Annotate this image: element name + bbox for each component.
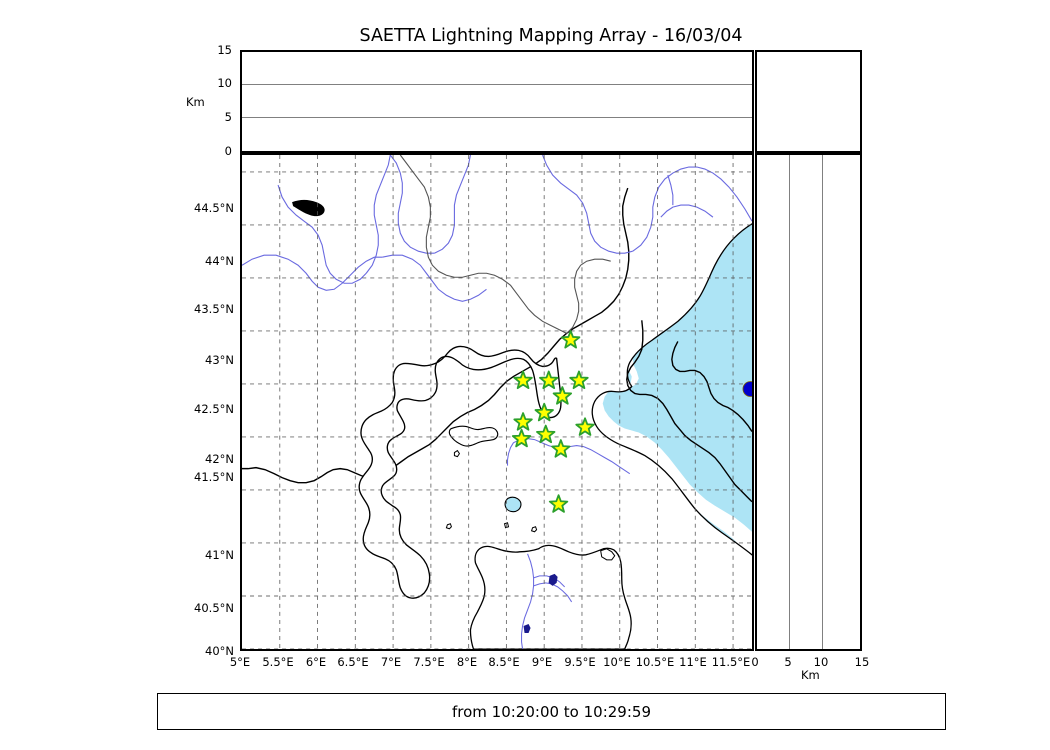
lon-tick-8-5: 8.5°E <box>488 655 520 669</box>
alt-tick-5: 5 <box>224 110 232 124</box>
island-elba <box>448 425 499 447</box>
source-markers-layer <box>742 381 752 397</box>
station-marker-9 <box>511 428 532 448</box>
map-gridlines <box>242 155 752 649</box>
page-title: SAETTA Lightning Mapping Array - 16/03/0… <box>359 26 743 46</box>
station-marker-4 <box>569 370 589 390</box>
station-marker-5 <box>552 386 573 405</box>
lon-tick-6: 6°E <box>305 655 327 669</box>
lat-tick-41: 41°N <box>205 548 234 562</box>
lat-tick-43-5: 43.5°N <box>194 302 234 316</box>
coastline-riviera <box>242 187 630 484</box>
island-pianosa <box>445 523 452 530</box>
island-capraia <box>453 449 461 458</box>
range-vs-latitude-panel[interactable] <box>755 153 862 651</box>
coastline-argentario <box>504 496 522 513</box>
lat-tick-41-5: 41.5°N <box>194 470 234 484</box>
station-marker-3 <box>539 370 559 390</box>
sardinia-ne-detail <box>600 548 616 561</box>
rivers <box>242 155 752 302</box>
status-bar-text: from 10:20:00 to 10:29:59 <box>451 702 651 721</box>
sardinia-outline <box>469 544 632 649</box>
source-marker-1 <box>742 381 752 397</box>
coast-lagoon <box>292 199 325 217</box>
lon-tick-7-5: 7.5°E <box>413 655 445 669</box>
range-tick-15: 15 <box>854 655 870 669</box>
sardinia-lake-2 <box>523 623 531 633</box>
lon-tick-8: 8°E <box>456 655 478 669</box>
lat-tick-42-5: 42.5°N <box>194 402 234 416</box>
lon-tick-7: 7°E <box>380 655 402 669</box>
range-tick-10: 10 <box>813 655 829 669</box>
map-canvas <box>242 155 752 649</box>
lon-tick-9: 9°E <box>531 655 553 669</box>
corsica-rivers <box>506 438 631 475</box>
station-marker-10 <box>536 424 556 444</box>
lat-tick-44: 44°N <box>205 254 234 268</box>
lon-tick-6-5: 6.5°E <box>337 655 369 669</box>
lat-tick-43: 43°N <box>205 353 234 367</box>
borders <box>399 155 611 334</box>
alt-tick-0: 0 <box>224 144 232 158</box>
lat-tick-40: 40°N <box>205 644 234 658</box>
alt-tick-15: 15 <box>217 43 232 57</box>
lon-tick-9-5: 9.5°E <box>564 655 596 669</box>
map-panel[interactable] <box>240 153 754 651</box>
station-marker-1 <box>560 330 581 349</box>
alt-tick-10: 10 <box>217 76 232 90</box>
range-axis-label: Km <box>801 668 820 682</box>
station-marker-2 <box>513 370 533 390</box>
range-tick-0: 0 <box>751 655 759 669</box>
station-marker-6 <box>513 412 533 431</box>
station-markers-layer <box>511 330 595 513</box>
coastline-italy-west <box>626 320 752 503</box>
range-tick-5: 5 <box>784 655 792 669</box>
lat-tick-40-5: 40.5°N <box>194 601 234 615</box>
lon-tick-5: 5°E <box>229 655 251 669</box>
gridline-alt-10 <box>242 84 752 86</box>
gridline-range-5 <box>789 155 791 649</box>
lon-tick-5-5: 5.5°E <box>262 655 294 669</box>
lon-tick-10-5: 10.5°E <box>635 655 675 669</box>
corsica <box>358 345 562 599</box>
station-marker-11 <box>551 439 571 458</box>
altitude-vs-range-panel[interactable] <box>755 50 862 153</box>
altitude-vs-longitude-panel[interactable] <box>240 50 754 153</box>
sardinia-lake-1 <box>548 573 558 586</box>
lon-tick-11: 11°E <box>679 655 707 669</box>
coastline-italy-south <box>671 341 752 432</box>
gridline-range-10 <box>822 155 824 649</box>
station-marker-8 <box>575 417 595 436</box>
lat-tick-42: 42°N <box>205 452 234 466</box>
altitude-axis-label: Km <box>186 95 205 109</box>
lon-tick-11-5: 11.5°E <box>711 655 751 669</box>
lat-tick-44-5: 44.5°N <box>194 201 234 215</box>
station-marker-12 <box>548 494 569 513</box>
status-bar[interactable]: from 10:20:00 to 10:29:59 <box>157 693 946 730</box>
station-marker-7 <box>534 402 554 422</box>
island-montecristo <box>530 526 538 533</box>
gridline-alt-5 <box>242 117 752 119</box>
lon-tick-10: 10°E <box>603 655 631 669</box>
